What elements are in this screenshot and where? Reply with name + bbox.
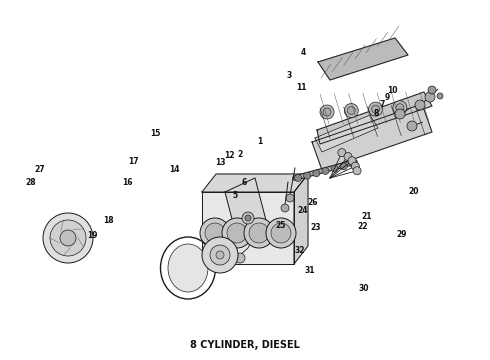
Text: 11: 11 (296, 83, 307, 91)
Circle shape (222, 218, 252, 248)
Text: 26: 26 (307, 198, 318, 207)
Text: 2: 2 (238, 150, 243, 159)
Text: 13: 13 (215, 158, 226, 167)
Circle shape (393, 101, 407, 115)
Circle shape (242, 212, 254, 224)
Circle shape (235, 253, 245, 263)
Text: 3: 3 (287, 71, 292, 80)
Circle shape (281, 204, 289, 212)
Polygon shape (317, 92, 432, 144)
Text: 32: 32 (294, 246, 305, 255)
Text: 12: 12 (224, 151, 235, 160)
Text: 7: 7 (380, 100, 385, 109)
Circle shape (348, 157, 356, 165)
Circle shape (271, 223, 291, 243)
Circle shape (344, 153, 352, 161)
Text: 5: 5 (233, 191, 238, 199)
Text: 8 CYLINDER, DIESEL: 8 CYLINDER, DIESEL (190, 340, 300, 350)
Text: 23: 23 (311, 223, 321, 232)
Polygon shape (225, 178, 268, 242)
Circle shape (323, 108, 331, 116)
Text: 8: 8 (374, 109, 379, 118)
Circle shape (205, 223, 225, 243)
Polygon shape (312, 104, 432, 170)
Text: 29: 29 (396, 230, 407, 239)
Text: 18: 18 (103, 216, 114, 225)
Circle shape (395, 109, 405, 119)
Polygon shape (294, 174, 308, 264)
Text: 25: 25 (275, 220, 286, 230)
Text: 20: 20 (409, 187, 419, 196)
Circle shape (371, 105, 380, 113)
Circle shape (341, 163, 347, 170)
Polygon shape (210, 240, 222, 250)
Circle shape (349, 161, 357, 167)
Circle shape (368, 102, 383, 116)
Circle shape (304, 172, 311, 179)
Polygon shape (315, 115, 378, 152)
Text: 24: 24 (297, 206, 308, 215)
Text: 10: 10 (387, 86, 397, 95)
Circle shape (227, 223, 247, 243)
Circle shape (428, 86, 436, 94)
Polygon shape (202, 192, 294, 264)
Circle shape (320, 105, 334, 119)
Ellipse shape (168, 244, 208, 292)
Polygon shape (318, 38, 408, 80)
Text: 6: 6 (242, 178, 246, 187)
Text: 30: 30 (358, 284, 369, 293)
Circle shape (313, 170, 320, 177)
Circle shape (396, 104, 404, 112)
Circle shape (347, 107, 355, 114)
Text: 27: 27 (35, 165, 46, 174)
Text: 22: 22 (357, 222, 368, 231)
Circle shape (202, 237, 238, 273)
Text: 31: 31 (304, 266, 315, 275)
Text: 1: 1 (257, 136, 262, 145)
Circle shape (338, 149, 346, 157)
Text: 28: 28 (25, 178, 36, 187)
Circle shape (286, 194, 294, 202)
Circle shape (43, 213, 93, 263)
Circle shape (437, 93, 443, 99)
Text: 4: 4 (301, 48, 306, 57)
Circle shape (200, 218, 230, 248)
Text: 16: 16 (122, 178, 133, 187)
Circle shape (294, 175, 301, 181)
Circle shape (245, 215, 251, 221)
Circle shape (50, 220, 86, 256)
Circle shape (353, 167, 361, 175)
Circle shape (425, 92, 435, 102)
Circle shape (407, 121, 417, 131)
Circle shape (415, 100, 425, 110)
Circle shape (266, 218, 296, 248)
Circle shape (351, 162, 359, 170)
Circle shape (210, 245, 230, 265)
Polygon shape (202, 174, 308, 192)
Circle shape (331, 165, 338, 172)
Circle shape (249, 223, 269, 243)
Circle shape (322, 167, 329, 175)
Text: 17: 17 (128, 157, 139, 166)
Circle shape (344, 104, 358, 118)
Text: 9: 9 (385, 93, 390, 102)
Circle shape (60, 230, 76, 246)
Text: 14: 14 (169, 165, 179, 174)
Text: 21: 21 (361, 212, 372, 221)
Circle shape (244, 218, 274, 248)
Text: 15: 15 (150, 129, 161, 138)
Text: 19: 19 (87, 231, 98, 240)
Circle shape (216, 251, 224, 259)
